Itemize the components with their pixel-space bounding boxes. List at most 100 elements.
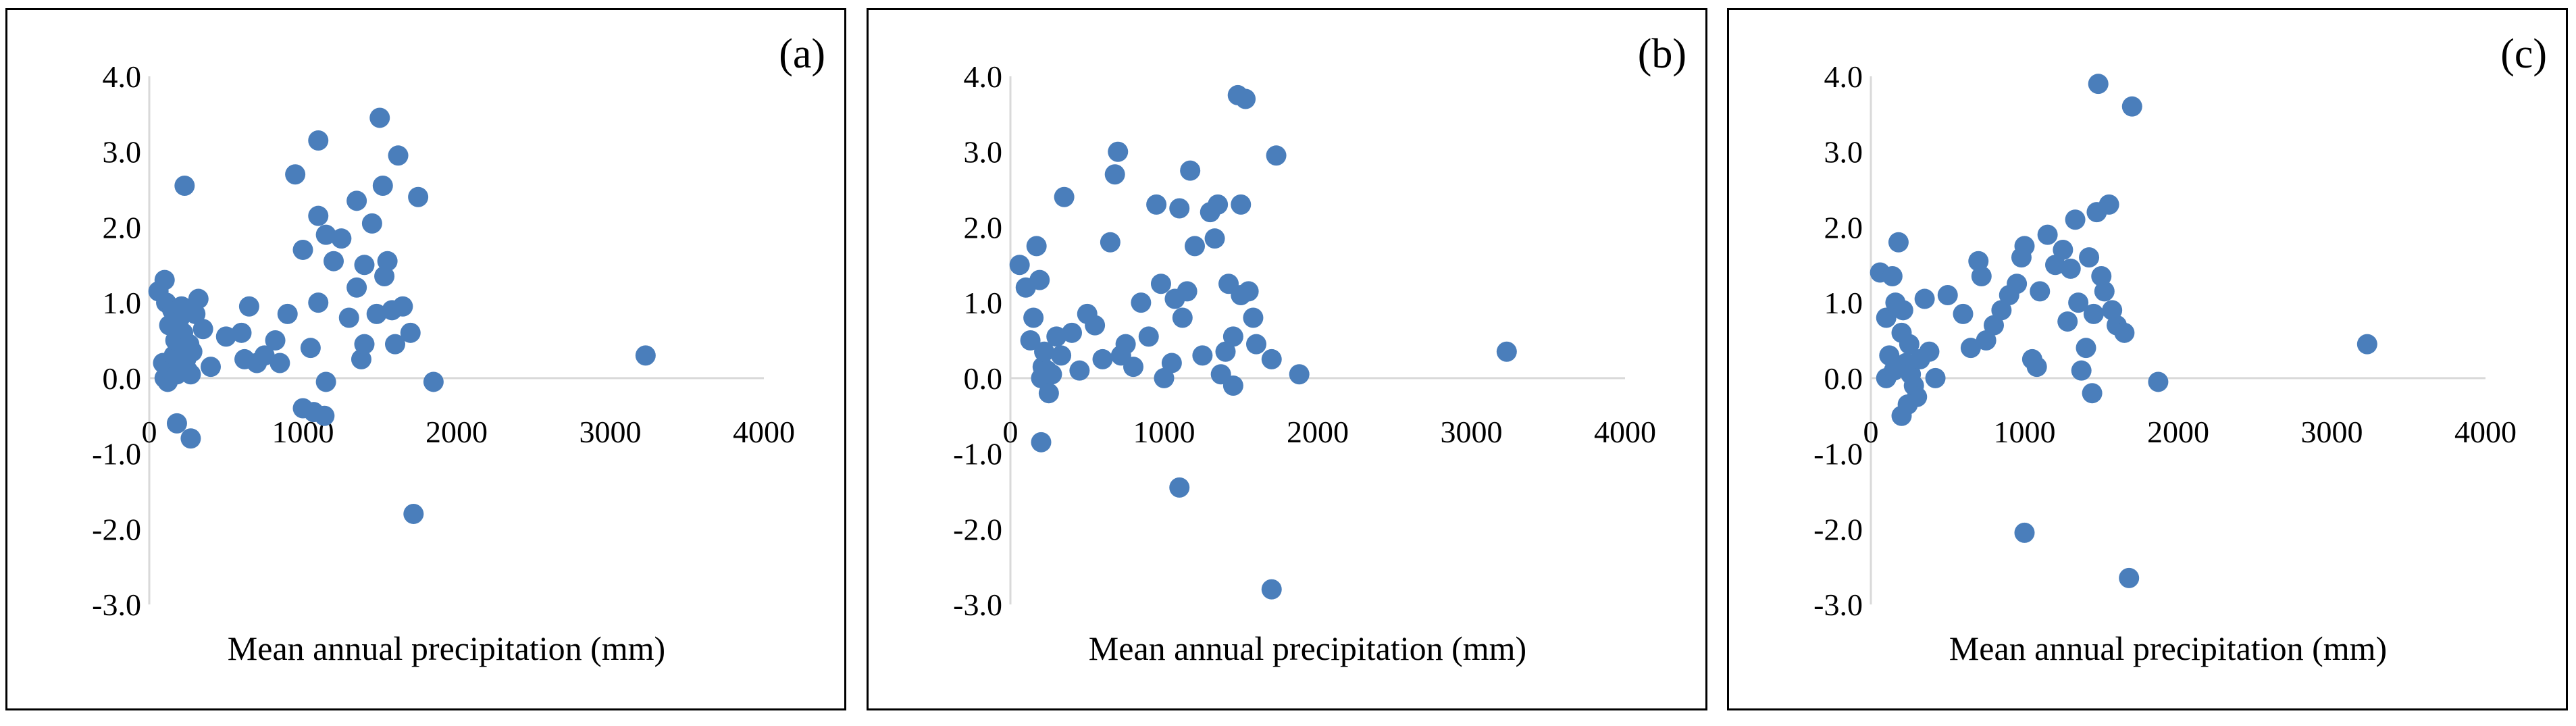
data-point	[1180, 160, 1201, 181]
data-point	[231, 322, 252, 343]
data-point	[1009, 255, 1030, 276]
data-point	[1150, 274, 1171, 294]
data-point	[346, 277, 367, 298]
data-point	[1968, 251, 1989, 271]
y-tick-label: 0.0	[103, 361, 142, 396]
data-point	[1243, 307, 1264, 328]
data-point	[1020, 330, 1041, 351]
y-tick-label: 3.0	[1824, 135, 1863, 170]
y-tick-label: -2.0	[1813, 512, 1863, 546]
data-point	[361, 213, 382, 234]
x-tick-label: 4000	[2454, 415, 2517, 449]
data-point	[1888, 232, 1909, 253]
data-point	[1208, 194, 1229, 215]
data-point	[423, 371, 444, 392]
data-point	[1892, 300, 1913, 321]
data-point	[1138, 326, 1159, 347]
data-point	[1123, 357, 1143, 378]
y-tick-label: 1.0	[103, 286, 142, 320]
x-tick-label: 4000	[733, 415, 795, 449]
data-point	[1238, 281, 1259, 302]
chart-panel-c: 4.0 3.0 2.0 1.0 0.0 -1.0 -2.0 -3.0 0 1000 2000 3000…	[1727, 8, 2568, 710]
data-point	[238, 296, 259, 317]
data-point	[1289, 364, 1310, 385]
y-tick-label: 0.0	[964, 361, 1003, 396]
x-tick-label: 3000	[1441, 415, 1503, 449]
data-point	[338, 307, 359, 328]
data-point	[2079, 247, 2100, 268]
data-point	[331, 228, 352, 249]
data-point	[2088, 74, 2109, 95]
data-point	[1108, 141, 1129, 162]
data-point	[254, 345, 275, 366]
data-point	[1235, 88, 1256, 109]
y-tick-label: -3.0	[1813, 588, 1863, 622]
y-tick-label: 4.0	[964, 59, 1003, 94]
data-point	[2098, 194, 2119, 215]
y-tick-label: -2.0	[92, 512, 141, 546]
y-tick-label: -1.0	[1813, 437, 1863, 471]
data-point	[1051, 345, 1072, 366]
data-point	[1172, 307, 1193, 328]
data-point	[2119, 567, 2140, 588]
data-point	[269, 353, 290, 373]
y-tick-label: -1.0	[953, 437, 1002, 471]
y-tick-label: -1.0	[92, 437, 141, 471]
data-point	[182, 341, 203, 362]
data-point	[1919, 341, 1940, 362]
panel-label-b: (b)	[1637, 31, 1686, 77]
data-point	[2057, 311, 2078, 332]
data-point	[1222, 326, 1243, 347]
data-point	[1984, 315, 2004, 336]
data-point	[1092, 348, 1113, 369]
y-tick-label: -3.0	[92, 588, 141, 622]
data-point	[1161, 353, 1182, 373]
data-point	[2014, 236, 2035, 257]
data-point	[377, 251, 398, 271]
data-point	[180, 364, 201, 385]
chart-panel-a: 4.0 3.0 2.0 1.0 0.0 -1.0 -2.0 -3.0 0 1000 2000 3000…	[5, 8, 846, 710]
x-tick-label: 0	[1863, 415, 1879, 449]
data-point	[1185, 236, 1205, 257]
y-tick-label: -3.0	[953, 588, 1002, 622]
data-point	[292, 239, 313, 260]
data-point	[372, 175, 393, 196]
data-point	[265, 330, 286, 351]
panel-label-a: (a)	[779, 31, 825, 77]
data-point	[1154, 367, 1175, 388]
panel-label-c: (c)	[2500, 31, 2547, 77]
data-point	[354, 255, 375, 276]
x-tick-label: 0	[142, 415, 157, 449]
data-point	[185, 303, 206, 324]
x-axis-title: Mean annual precipitation (mm)	[228, 629, 665, 667]
data-point	[314, 405, 335, 426]
data-point	[1876, 307, 1897, 328]
data-point	[1496, 341, 1517, 362]
data-point	[1062, 322, 1082, 343]
data-point	[2045, 255, 2065, 276]
data-point	[385, 334, 405, 355]
data-point	[1069, 360, 1090, 381]
data-point	[285, 164, 306, 185]
data-point	[188, 288, 209, 309]
x-tick-label: 3000	[579, 415, 642, 449]
data-point	[1204, 228, 1225, 249]
x-tick-label: 3000	[2301, 415, 2363, 449]
y-tick-label: 2.0	[964, 210, 1003, 244]
data-point	[308, 292, 329, 313]
data-point	[2065, 209, 2086, 230]
data-point	[2121, 96, 2142, 117]
data-point	[2007, 274, 2028, 294]
data-point	[1031, 432, 1052, 452]
scatter-plot-a: 4.03.02.01.00.0-1.0-2.0-3.00 1000 2000 3000…	[92, 59, 795, 667]
y-tick-label: 2.0	[103, 210, 142, 244]
data-point	[369, 107, 390, 128]
data-point	[1023, 307, 1044, 328]
data-point	[1054, 186, 1075, 207]
data-point	[1897, 394, 1918, 415]
data-point	[2053, 239, 2073, 260]
data-point	[2060, 258, 2081, 279]
x-tick-label: 0	[1003, 415, 1019, 449]
data-point	[2014, 522, 2035, 543]
data-point	[1169, 198, 1190, 219]
